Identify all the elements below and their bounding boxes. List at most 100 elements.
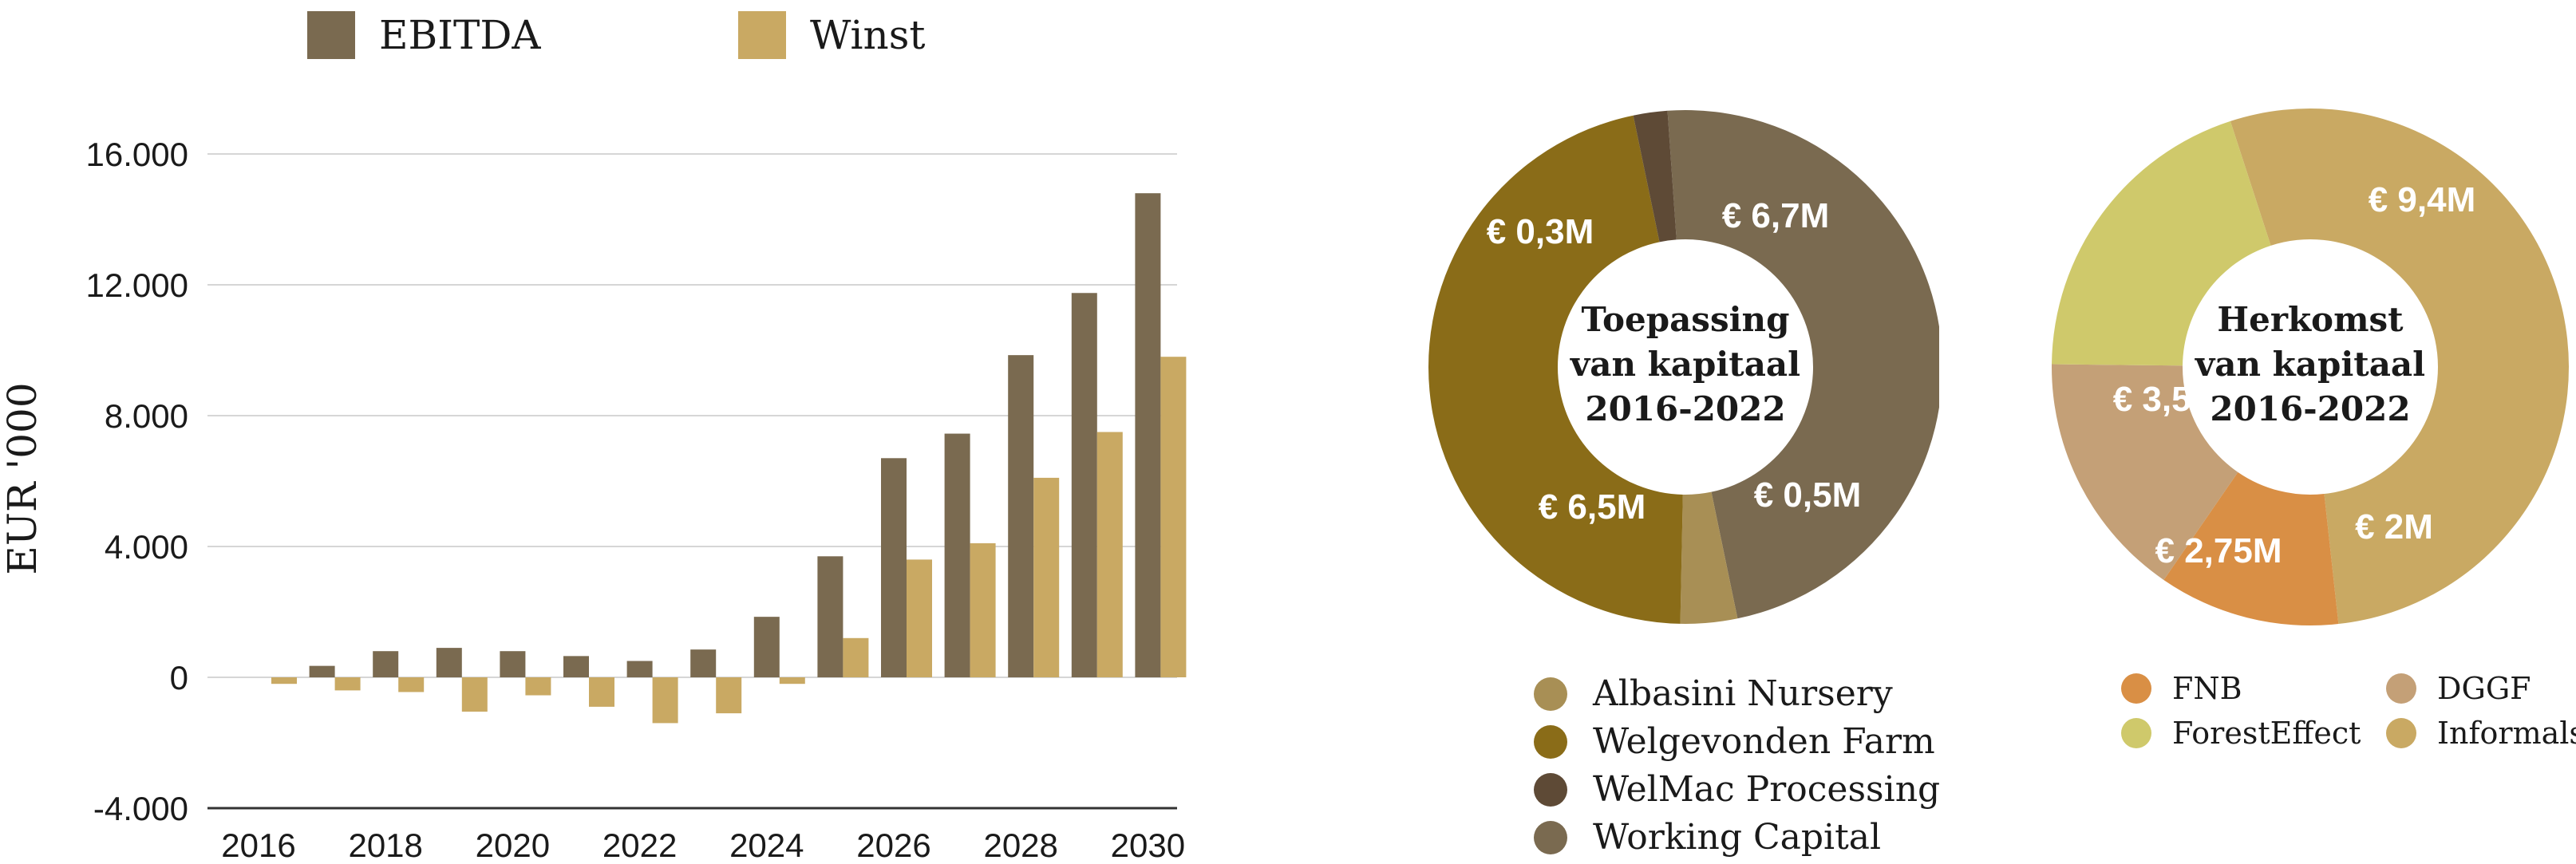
legend-label: WelMac Processing bbox=[1593, 769, 1941, 810]
legend-dot bbox=[2121, 718, 2151, 748]
donut-slice-label: € 0,3M bbox=[1487, 212, 1594, 251]
donut-slice-label: € 0,5M bbox=[1754, 475, 1862, 515]
ebitda-bar-2018 bbox=[373, 651, 399, 677]
x-tick-label: 2030 bbox=[1111, 827, 1185, 864]
legend-label: FNB bbox=[2172, 671, 2242, 706]
y-tick-label: 12.000 bbox=[86, 266, 188, 304]
ebitda-bar-2024 bbox=[753, 617, 780, 677]
donut-slice-label: € 9,4M bbox=[2369, 180, 2476, 219]
winst-swatch bbox=[738, 11, 786, 59]
donut-center-label: 2016-2022 bbox=[2210, 389, 2410, 428]
ebitda-bar-2020 bbox=[500, 651, 526, 677]
legend-label: Albasini Nursery bbox=[1593, 673, 1893, 714]
legend-dot bbox=[2386, 718, 2416, 748]
winst-legend-label: Winst bbox=[810, 12, 926, 58]
winst-bar-2018 bbox=[398, 677, 425, 692]
y-tick-label: 8.000 bbox=[105, 397, 188, 435]
legend-dot bbox=[1534, 773, 1567, 807]
legend-item-foresteffect: ForestEffect bbox=[2121, 718, 2361, 748]
ebitda-bar-2019 bbox=[436, 648, 462, 677]
ebitda-bar-2026 bbox=[881, 458, 907, 677]
donut-slice-label: € 3,5M bbox=[2113, 380, 2221, 419]
x-tick-label: 2018 bbox=[348, 827, 422, 864]
y-tick-label: 4.000 bbox=[105, 528, 188, 566]
x-tick-label: 2016 bbox=[221, 827, 295, 864]
winst-bar-2019 bbox=[461, 677, 488, 712]
donut-center-label: van kapitaal bbox=[1570, 345, 1800, 384]
legend-item-working-capital: Working Capital bbox=[1534, 820, 1881, 855]
ebitda-bar-2023 bbox=[690, 649, 717, 677]
winst-bar-2020 bbox=[525, 677, 551, 696]
winst-bar-2022 bbox=[652, 677, 678, 724]
donut-slice-label: € 6,5M bbox=[1539, 487, 1646, 527]
y-axis-label: EUR '000 bbox=[0, 382, 45, 574]
x-tick-label: 2024 bbox=[729, 827, 804, 864]
donut-center-label: van kapitaal bbox=[2195, 345, 2425, 384]
bar-chart: -4.000 0 4.000 8.000 12.000 16.000 2016 2018 20… bbox=[0, 136, 1187, 864]
donut-slice-working-capital bbox=[1667, 110, 1939, 619]
donut-center-label: Herkomst bbox=[2217, 300, 2404, 339]
winst-bar-2026 bbox=[907, 559, 932, 677]
donut-chart-herkomst: € 9,4M € 2M € 2,75M € 3,5M Herkomst van kapit… bbox=[2052, 108, 2569, 625]
ebitda-bar-2025 bbox=[817, 556, 844, 677]
y-tick-label: 0 bbox=[170, 659, 188, 696]
donut-slice-label: € 2M bbox=[2355, 507, 2433, 546]
winst-bar-2030 bbox=[1160, 357, 1187, 677]
donut-chart-toepassing: € 6,7M € 0,5M € 6,5M € 0,3M Toepassing van ka… bbox=[1428, 110, 1939, 624]
y-axis-ticks: -4.000 0 4.000 8.000 12.000 16.000 bbox=[86, 136, 188, 827]
donut-slice-welmac-processing bbox=[1633, 110, 1677, 243]
legend-dot bbox=[2121, 673, 2151, 704]
legend-dot bbox=[1534, 677, 1567, 711]
donut-slice-foresteffect bbox=[2052, 120, 2271, 366]
y-tick-label: -4.000 bbox=[93, 790, 188, 827]
donut-slice-fnb bbox=[2163, 471, 2339, 625]
legend-item-dggf: DGGF bbox=[2386, 673, 2531, 704]
y-tick-label: 16.000 bbox=[86, 136, 188, 173]
legend-label: Informals bbox=[2437, 716, 2576, 751]
ebitda-bar-2028 bbox=[1008, 355, 1034, 677]
donut-center-label: Toepassing bbox=[1582, 300, 1790, 339]
donut-slice-label: € 2,75M bbox=[2155, 531, 2282, 570]
x-axis-ticks: 2016 2018 2020 2022 2024 2026 2028 2030 bbox=[221, 827, 1185, 864]
winst-bar-2023 bbox=[716, 677, 742, 714]
ebitda-bar-2017 bbox=[309, 665, 335, 677]
donut-slice-welgevonden-farm bbox=[1428, 115, 1683, 624]
legend-item-welmac-processing: WelMac Processing bbox=[1534, 772, 1940, 807]
legend-item-albasini-nursery: Albasini Nursery bbox=[1534, 677, 1893, 712]
legend-item-fnb: FNB bbox=[2121, 673, 2242, 704]
ebitda-bar-2022 bbox=[626, 661, 653, 677]
ebitda-bar-2021 bbox=[563, 656, 589, 677]
legend-label: Working Capital bbox=[1593, 817, 1882, 858]
legend-dot bbox=[2386, 673, 2416, 704]
winst-bar-2024 bbox=[779, 677, 805, 684]
x-tick-label: 2020 bbox=[476, 827, 550, 864]
x-tick-label: 2028 bbox=[983, 827, 1057, 864]
ebitda-bar-2029 bbox=[1071, 293, 1097, 677]
winst-bar-2025 bbox=[843, 637, 869, 677]
legend-dot bbox=[1534, 821, 1567, 854]
bar-chart-bars bbox=[271, 193, 1187, 724]
winst-bar-2029 bbox=[1096, 432, 1123, 677]
legend-dot bbox=[1534, 725, 1567, 759]
legend-label: Welgevonden Farm bbox=[1593, 721, 1935, 762]
winst-bar-2021 bbox=[589, 677, 614, 707]
ebitda-swatch bbox=[307, 11, 355, 59]
winst-bar-2017 bbox=[334, 677, 361, 691]
ebitda-bar-2030 bbox=[1135, 193, 1161, 677]
winst-bar-2028 bbox=[1033, 477, 1060, 677]
bar-legend-winst: Winst bbox=[738, 11, 925, 59]
donut-slice-informals bbox=[2230, 108, 2569, 625]
winst-bar-2027 bbox=[970, 542, 996, 677]
donut-slice-dggf bbox=[2052, 364, 2238, 580]
donut-slice-albasini-nursery bbox=[1680, 491, 1738, 624]
legend-item-informals: Informals bbox=[2386, 718, 2576, 748]
legend-item-welgevonden-farm: Welgevonden Farm bbox=[1534, 724, 1935, 759]
legend-label: ForestEffect bbox=[2172, 716, 2361, 751]
ebitda-legend-label: EBITDA bbox=[379, 12, 541, 58]
legend-label: DGGF bbox=[2437, 671, 2531, 706]
bar-legend-ebitda: EBITDA bbox=[307, 11, 541, 59]
donut-slice-label: € 6,7M bbox=[1722, 196, 1830, 235]
x-tick-label: 2026 bbox=[856, 827, 930, 864]
donut-center-label: 2016-2022 bbox=[1585, 389, 1785, 428]
ebitda-bar-2027 bbox=[944, 433, 970, 677]
